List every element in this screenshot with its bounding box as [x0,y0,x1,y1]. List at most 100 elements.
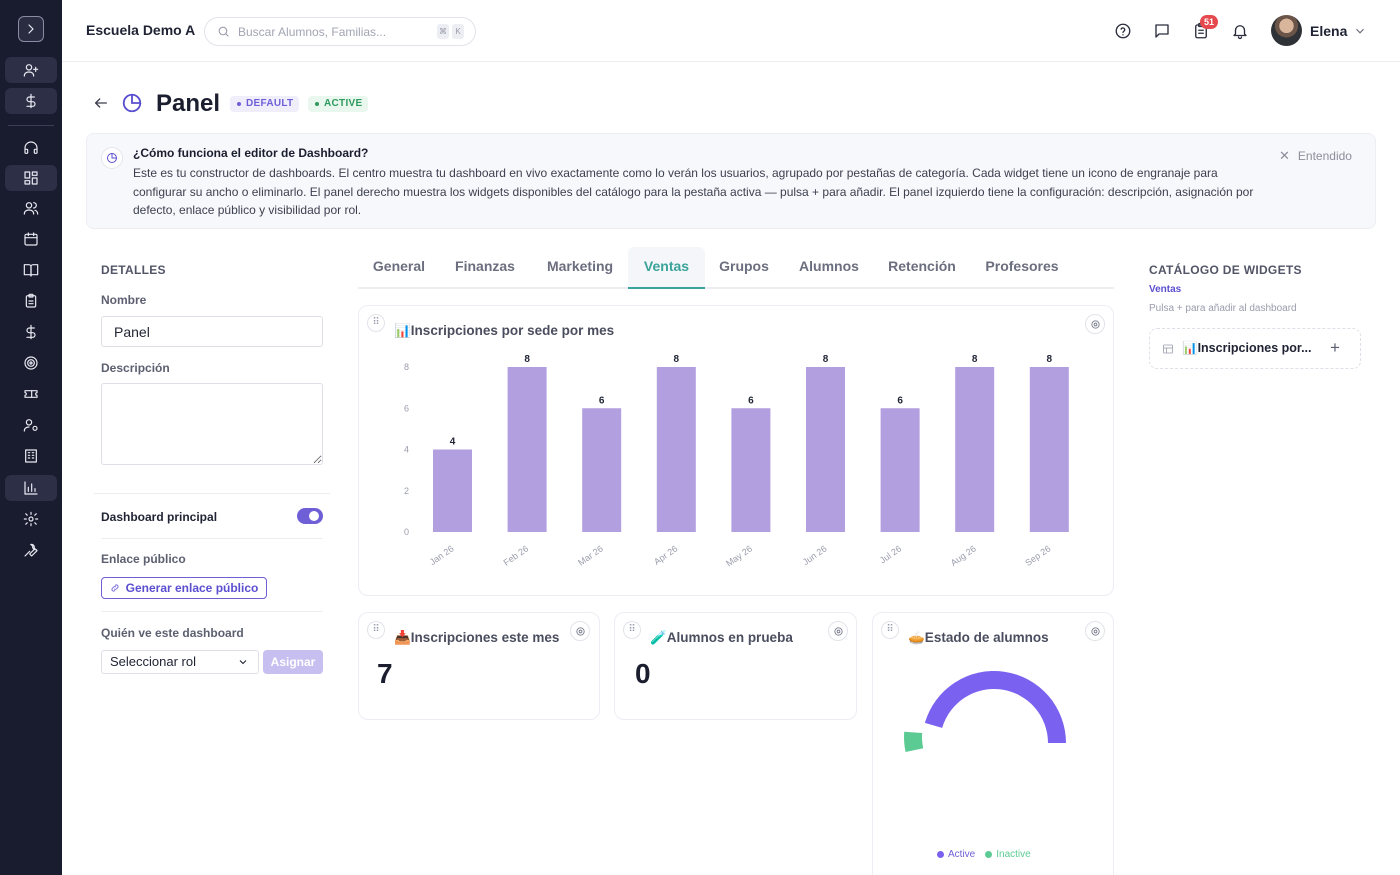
sidebar-item-add-student[interactable] [5,57,57,83]
bell-icon [1233,25,1247,40]
widget-settings-button[interactable] [1085,314,1105,334]
sidebar-item-tasks[interactable] [5,288,57,314]
widget-settings-button[interactable] [570,621,590,641]
main-dashboard-label: Dashboard principal [101,510,218,524]
user-plus-icon [23,64,39,77]
bar-data-label: 6 [897,395,903,406]
sidebar-item-reports[interactable] [5,475,57,501]
sidebar-item-billing[interactable] [5,319,57,345]
wrench-icon [24,543,38,557]
description-textarea[interactable] [101,383,323,465]
tab-ventas[interactable]: Ventas [628,247,705,289]
editor-help-banner: ¿Cómo funciona el editor de Dashboard? E… [86,133,1376,229]
donut-slice-inactive [904,731,924,752]
bar [582,408,622,532]
bar [955,367,995,532]
drag-handle-icon[interactable]: ⠿ [881,621,899,639]
bar-data-label: 8 [823,354,829,365]
tab-profesores[interactable]: Profesores [985,258,1059,274]
user-gear-icon [23,419,38,432]
help-button[interactable] [1114,22,1134,42]
dashboard-icon [24,171,38,185]
user-menu-toggle[interactable] [1353,24,1367,41]
search-box[interactable]: ⌘ K [204,17,476,46]
drag-handle-icon[interactable]: ⠿ [367,621,385,639]
tab-finanzas[interactable]: Finanzas [455,258,515,274]
widget-settings-button[interactable] [828,621,848,641]
catalog-item-enrollments[interactable]: 📊Inscripciones por... + [1149,328,1361,369]
chevron-down-icon [1356,28,1364,34]
sidebar-item-payments[interactable] [5,88,57,114]
tab-grupos[interactable]: Grupos [719,258,769,274]
building-icon [25,449,37,463]
description-label: Descripción [101,361,170,375]
user-avatar[interactable] [1271,15,1302,46]
notifications-button[interactable] [1231,22,1251,42]
legend-inactive: Inactive [985,849,1031,860]
bar [433,449,472,532]
widget-title: 📊Inscripciones por sede por mes [394,323,615,338]
sidebar-item-tickets[interactable] [5,381,57,407]
role-select[interactable]: Seleccionar rol [101,650,259,674]
close-icon: ✕ [1279,148,1290,163]
dollar-icon [26,93,36,109]
bar-data-label: 4 [450,437,456,448]
widget-trial-students: ⠿ 🧪Alumnos en prueba 0 [614,612,857,720]
sidebar-item-goals[interactable] [5,350,57,376]
bar [656,367,696,532]
widget-settings-button[interactable] [1085,621,1105,641]
add-widget-button[interactable]: + [1330,338,1340,357]
sidebar-item-dashboard[interactable] [5,165,57,191]
school-name[interactable]: Escuela Demo A [86,22,196,38]
catalog-item-label: 📊Inscripciones por... [1182,341,1312,355]
y-tick-label: 6 [404,403,409,413]
gear-icon [575,626,585,636]
bar-data-label: 8 [674,354,680,365]
sidebar-item-tools[interactable] [5,537,57,563]
sidebar [0,0,62,875]
sidebar-item-settings[interactable] [5,506,57,532]
sidebar-item-support[interactable] [5,135,57,161]
tab-general[interactable]: General [372,258,426,274]
gear-icon [1090,626,1100,636]
sidebar-item-calendar[interactable] [5,226,57,252]
generate-public-link-button[interactable]: Generar enlace público [101,577,267,599]
arrow-left-icon [95,98,107,108]
sidebar-item-locations[interactable] [5,443,57,469]
bar [1029,367,1069,532]
legend-inactive-label: Inactive [996,849,1031,860]
sidebar-item-users[interactable] [5,195,57,221]
drag-handle-icon[interactable]: ⠿ [367,314,385,332]
tab-marketing[interactable]: Marketing [546,258,614,274]
help-icon [1115,23,1131,39]
sidebar-item-staff[interactable] [5,412,57,438]
search-icon [217,25,230,41]
y-tick-label: 0 [404,527,409,537]
search-input[interactable] [238,23,428,41]
generate-public-link-label: Generar enlace público [125,581,259,595]
name-input[interactable] [101,316,323,347]
donut-legend: Active Inactive [937,849,1031,860]
drag-handle-icon[interactable]: ⠿ [623,621,641,639]
assign-button[interactable]: Asignar [263,650,323,674]
x-tick-label: Jan 26 [428,543,456,567]
expand-sidebar-button[interactable] [18,16,44,42]
dollar-icon [26,324,36,340]
tab-alumnos[interactable]: Alumnos [799,258,859,274]
messages-button[interactable] [1153,22,1173,42]
x-tick-label: Mar 26 [576,543,605,567]
user-name[interactable]: Elena [1310,23,1348,39]
chat-icon [1155,24,1169,38]
x-tick-label: Aug 26 [949,543,978,568]
default-badge: DEFAULT [230,96,300,112]
shortcut-k-key: K [452,24,464,39]
sidebar-divider [8,125,54,126]
top-header: Escuela Demo A ⌘ K 51 Elena [62,0,1400,62]
sidebar-item-courses[interactable] [5,257,57,283]
widget-title: 🧪Alumnos en prueba [650,630,793,645]
main-dashboard-toggle[interactable] [297,508,323,524]
back-button[interactable] [93,95,109,114]
tab-retencion[interactable]: Retención [888,258,956,274]
x-tick-label: May 26 [724,543,754,568]
dismiss-banner-button[interactable]: ✕ Entendido [1279,148,1352,164]
